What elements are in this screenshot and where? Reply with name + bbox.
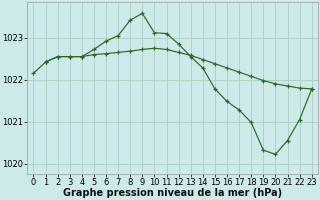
X-axis label: Graphe pression niveau de la mer (hPa): Graphe pression niveau de la mer (hPa): [63, 188, 282, 198]
